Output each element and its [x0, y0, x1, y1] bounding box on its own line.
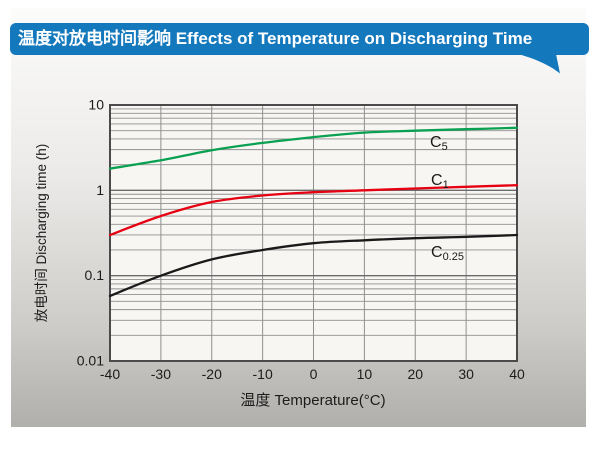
x-tick-label: -30 — [151, 366, 171, 382]
x-tick-label: -40 — [100, 366, 120, 382]
curve-c5 — [108, 126, 519, 170]
curve-label-c1: C1 — [431, 172, 449, 191]
x-tick-label: -20 — [202, 366, 222, 382]
y-tick-label: 1 — [96, 182, 104, 198]
x-tick-label: 30 — [458, 366, 474, 382]
x-tick-label: -10 — [253, 366, 273, 382]
plot-border — [109, 104, 518, 362]
page-title: 温度对放电时间影响 Effects of Temperature on Disc… — [18, 29, 533, 48]
x-axis-title: 温度 Temperature(°C) — [240, 392, 385, 409]
curve-c0-25 — [108, 233, 519, 298]
plot-border-rect — [109, 104, 518, 362]
title-banner: 温度对放电时间影响 Effects of Temperature on Disc… — [10, 23, 589, 55]
tick-labels: -40 -30 -20 -10 0 10 20 30 40 10 1 0.1 0.01 — [77, 97, 525, 383]
banner-tail-icon — [518, 54, 560, 74]
y-axis-title: 放电时间 Discharging time (h) — [34, 144, 49, 323]
x-tick-label: 10 — [357, 366, 373, 382]
x-tick-label: 0 — [310, 366, 318, 382]
x-tick-label: 20 — [407, 366, 423, 382]
y-tick-label: 10 — [88, 97, 104, 113]
x-tick-label: 40 — [509, 366, 525, 382]
curves — [108, 126, 519, 298]
curve-c1 — [108, 184, 519, 237]
y-tick-label: 0.1 — [85, 267, 105, 283]
y-tick-label: 0.01 — [77, 353, 104, 369]
curve-labels: C5 C1 C0.25 — [430, 134, 464, 263]
curve-label-c5: C5 — [430, 134, 448, 153]
curve-label-c0-25: C0.25 — [431, 244, 464, 263]
